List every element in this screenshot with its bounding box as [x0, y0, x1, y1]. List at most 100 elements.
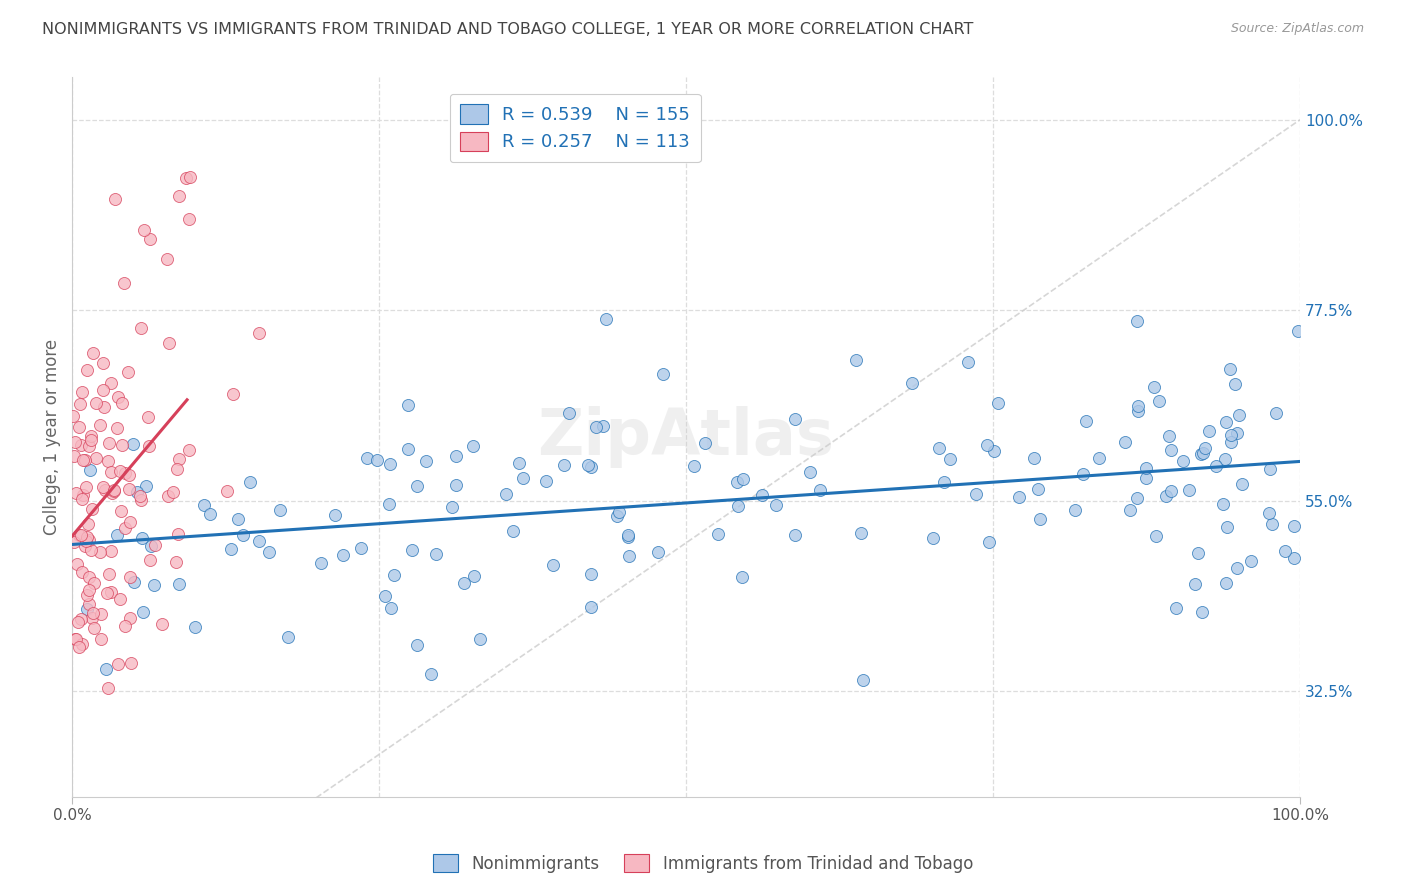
Point [143, 537, 166, 551]
Point [1282, 550, 1305, 565]
Point [1114, 435, 1136, 450]
Point [179, 443, 201, 458]
Point [939, 452, 962, 467]
Point [1071, 467, 1094, 482]
Point [143, 577, 166, 591]
Y-axis label: College, 1 year or more: College, 1 year or more [44, 339, 60, 535]
Point [965, 486, 987, 500]
Text: Source: ZipAtlas.com: Source: ZipAtlas.com [1230, 22, 1364, 36]
Point [84, 451, 107, 466]
Point [232, 528, 254, 542]
Point [62, 409, 84, 423]
Point [110, 504, 132, 518]
Point [184, 620, 207, 634]
Point [69, 397, 91, 411]
Point [269, 503, 291, 517]
Point [79, 543, 101, 558]
Point [118, 610, 141, 624]
Point [97, 566, 120, 581]
Point [247, 534, 270, 549]
Point [444, 478, 467, 492]
Point [76, 363, 98, 377]
Point [63, 449, 86, 463]
Point [1143, 380, 1166, 394]
Point [80, 428, 103, 442]
Point [131, 531, 153, 545]
Point [118, 468, 141, 483]
Point [652, 367, 675, 381]
Point [502, 524, 524, 538]
Point [104, 192, 127, 206]
Point [93, 356, 115, 370]
Point [415, 454, 437, 468]
Point [167, 451, 190, 466]
Point [82, 345, 104, 359]
Point [72, 488, 94, 502]
Point [396, 442, 419, 456]
Point [578, 458, 600, 472]
Point [1171, 454, 1194, 468]
Point [67, 640, 90, 654]
Point [1226, 561, 1249, 575]
Point [585, 419, 607, 434]
Point [1159, 429, 1181, 443]
Point [468, 632, 491, 647]
Point [138, 410, 160, 425]
Point [579, 460, 602, 475]
Point [1232, 477, 1254, 491]
Point [83, 621, 105, 635]
Point [105, 421, 128, 435]
Point [495, 486, 517, 500]
Point [90, 632, 112, 646]
Point [103, 483, 125, 498]
Point [616, 531, 638, 545]
Point [1187, 546, 1209, 560]
Point [1240, 554, 1263, 568]
Point [97, 436, 120, 450]
Point [66, 615, 89, 629]
Point [239, 475, 262, 490]
Point [89, 417, 111, 432]
Point [122, 575, 145, 590]
Point [1008, 490, 1031, 504]
Point [90, 607, 112, 621]
Point [1088, 451, 1111, 466]
Point [70, 438, 93, 452]
Point [1063, 503, 1085, 517]
Point [1220, 427, 1243, 442]
Point [1128, 404, 1150, 418]
Point [785, 528, 807, 542]
Point [277, 630, 299, 644]
Point [66, 558, 89, 572]
Point [114, 618, 136, 632]
Point [100, 544, 122, 558]
Point [114, 521, 136, 535]
Point [425, 547, 447, 561]
Point [581, 566, 603, 581]
Point [1191, 605, 1213, 619]
Point [751, 488, 773, 502]
Point [1215, 575, 1237, 590]
Point [727, 499, 749, 513]
Point [406, 638, 429, 652]
Point [463, 569, 485, 583]
Point [1147, 394, 1170, 409]
Point [1274, 544, 1296, 558]
Point [1135, 460, 1157, 475]
Point [1205, 458, 1227, 473]
Point [157, 336, 180, 351]
Point [1128, 399, 1150, 413]
Point [121, 436, 143, 450]
Legend: R = 0.539    N = 155, R = 0.257    N = 113: R = 0.539 N = 155, R = 0.257 N = 113 [450, 94, 700, 162]
Point [1212, 497, 1234, 511]
Point [1074, 414, 1097, 428]
Point [80, 501, 103, 516]
Point [108, 591, 131, 606]
Point [607, 505, 630, 519]
Point [693, 435, 716, 450]
Point [1198, 424, 1220, 438]
Point [108, 464, 131, 478]
Point [97, 681, 120, 696]
Point [118, 483, 141, 497]
Point [77, 439, 100, 453]
